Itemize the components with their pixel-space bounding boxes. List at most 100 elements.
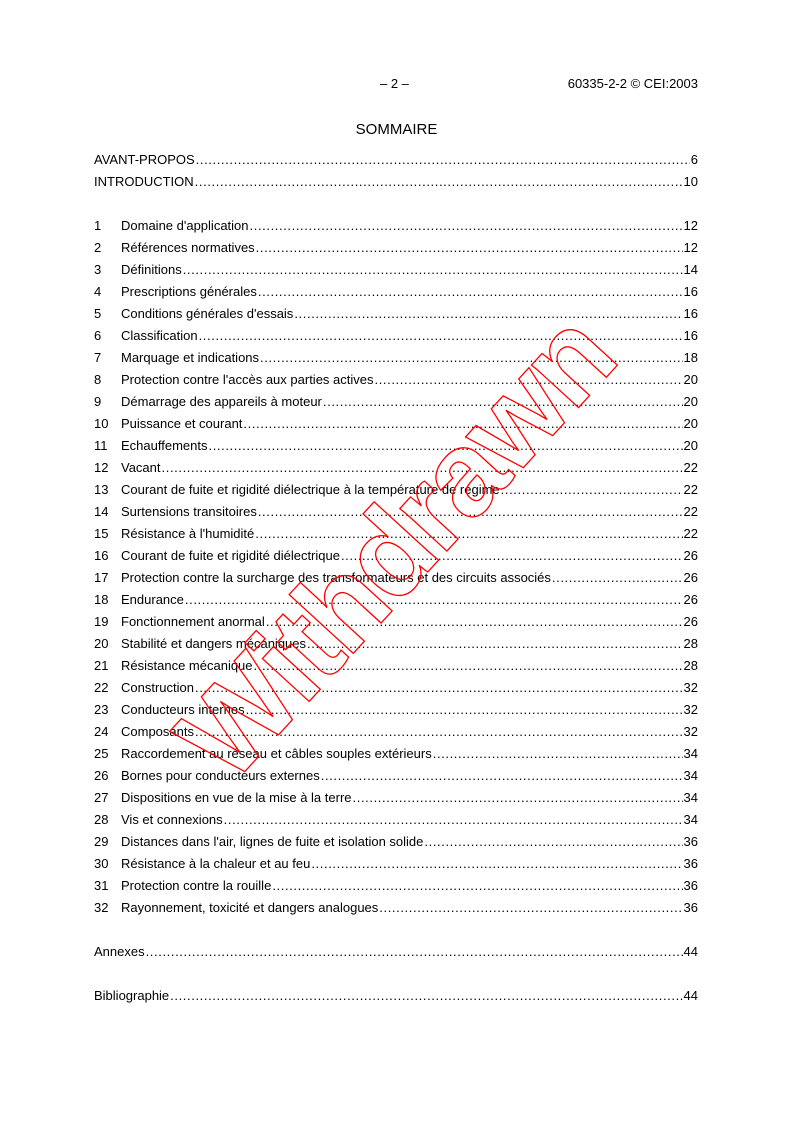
- dot-leader: [260, 350, 683, 365]
- toc-entry[interactable]: 3 Définitions 14: [94, 262, 698, 278]
- toc-entry[interactable]: 22 Construction 32: [94, 680, 698, 696]
- page-ref: 20: [683, 372, 698, 387]
- toc-entry[interactable]: 13 Courant de fuite et rigidité diélectri…: [94, 482, 698, 498]
- page-number: – 2 –: [380, 76, 409, 91]
- section-number: 5: [94, 306, 102, 321]
- entry-title: Marquage et indications: [121, 350, 260, 365]
- toc-entry[interactable]: 2 Références normatives 12: [94, 240, 698, 256]
- page-ref: 26: [683, 592, 698, 607]
- section-number: 10: [94, 416, 109, 431]
- dot-leader: [353, 790, 683, 805]
- dot-leader: [195, 174, 683, 189]
- page-ref: 28: [683, 636, 698, 651]
- section-number: 2: [94, 240, 102, 255]
- page-ref: 18: [683, 350, 698, 365]
- entry-title: Conducteurs internes: [121, 702, 245, 717]
- toc-entry[interactable]: 21 Résistance mécanique 28: [94, 658, 698, 674]
- toc-entry[interactable]: 18 Endurance 26: [94, 592, 698, 608]
- toc-entry[interactable]: 24 Composants 32: [94, 724, 698, 740]
- toc-entry[interactable]: 11 Echauffements 20: [94, 438, 698, 454]
- page-ref: 34: [683, 812, 698, 827]
- toc-entry[interactable]: 23 Conducteurs internes 32: [94, 702, 698, 718]
- toc-entry[interactable]: Annexes 44: [94, 944, 698, 960]
- page-ref: 22: [683, 504, 698, 519]
- section-number: 31: [94, 878, 109, 893]
- toc-entry[interactable]: 17 Protection contre la surcharge des tra…: [94, 570, 698, 586]
- dot-leader: [311, 856, 682, 871]
- toc-entry[interactable]: 6 Classification 16: [94, 328, 698, 344]
- entry-title: Rayonnement, toxicité et dangers analogu…: [121, 900, 379, 915]
- toc-entry[interactable]: 15 Résistance à l'humidité 22: [94, 526, 698, 542]
- toc-entry[interactable]: AVANT-PROPOS 6: [94, 152, 698, 168]
- dot-leader: [195, 680, 683, 695]
- page-ref: 28: [683, 658, 698, 673]
- toc-entry[interactable]: 30 Résistance à la chaleur et au feu 36: [94, 856, 698, 872]
- dot-leader: [256, 240, 683, 255]
- section-number: 18: [94, 592, 109, 607]
- dot-leader: [250, 218, 683, 233]
- section-number: 26: [94, 768, 109, 783]
- entry-title: Courant de fuite et rigidité diélectriqu…: [121, 548, 340, 563]
- toc-entry[interactable]: 5 Conditions générales d'essais 16: [94, 306, 698, 322]
- dot-leader: [258, 284, 683, 299]
- toc-entry[interactable]: 4 Prescriptions générales 16: [94, 284, 698, 300]
- toc-entry[interactable]: 25 Raccordement au réseau et câbles soupl…: [94, 746, 698, 762]
- toc-entry[interactable]: 14 Surtensions transitoires 22: [94, 504, 698, 520]
- entry-title: Raccordement au réseau et câbles souples…: [121, 746, 432, 761]
- page-ref: 44: [683, 944, 698, 959]
- toc-entry[interactable]: 9 Démarrage des appareils à moteur 20: [94, 394, 698, 410]
- dot-leader: [323, 394, 683, 409]
- section-number: 12: [94, 460, 109, 475]
- toc-entry[interactable]: 1 Domaine d'application 12: [94, 218, 698, 234]
- page-ref: 12: [683, 218, 698, 233]
- toc-entry[interactable]: Bibliographie 44: [94, 988, 698, 1004]
- toc-entry[interactable]: 26 Bornes pour conducteurs externes 34: [94, 768, 698, 784]
- page-ref: 14: [683, 262, 698, 277]
- page-ref: 10: [683, 174, 698, 189]
- section-number: 3: [94, 262, 102, 277]
- dot-leader: [307, 636, 683, 651]
- dot-leader: [341, 548, 683, 563]
- dot-leader: [162, 460, 683, 475]
- entry-title: Construction: [121, 680, 194, 695]
- toc-entry[interactable]: 29 Distances dans l'air, lignes de fuite …: [94, 834, 698, 850]
- entry-title: AVANT-PROPOS: [94, 152, 195, 167]
- dot-leader: [255, 526, 682, 541]
- toc-entry[interactable]: 19 Fonctionnement anormal 26: [94, 614, 698, 630]
- section-number: 24: [94, 724, 109, 739]
- toc-entry[interactable]: 16 Courant de fuite et rigidité diélectri…: [94, 548, 698, 564]
- page-ref: 22: [683, 460, 698, 475]
- page-ref: 12: [683, 240, 698, 255]
- dot-leader: [183, 262, 683, 277]
- dot-leader: [433, 746, 683, 761]
- toc-entry[interactable]: 31 Protection contre la rouille 36: [94, 878, 698, 894]
- dot-leader: [552, 570, 683, 585]
- dot-leader: [246, 702, 683, 717]
- page-ref: 26: [683, 570, 698, 585]
- toc-entry[interactable]: 10 Puissance et courant 20: [94, 416, 698, 432]
- entry-title: Dispositions en vue de la mise à la terr…: [121, 790, 352, 805]
- section-number: 14: [94, 504, 109, 519]
- page-ref: 32: [683, 724, 698, 739]
- entry-title: Annexes: [94, 944, 145, 959]
- toc-entry[interactable]: 7 Marquage et indications 18: [94, 350, 698, 366]
- section-number: 28: [94, 812, 109, 827]
- section-number: 19: [94, 614, 109, 629]
- entry-title: Protection contre la rouille: [121, 878, 272, 893]
- page-ref: 34: [683, 790, 698, 805]
- toc-entry[interactable]: 32 Rayonnement, toxicité et dangers analo…: [94, 900, 698, 916]
- toc-entry[interactable]: 28 Vis et connexions 34: [94, 812, 698, 828]
- page-ref: 36: [683, 856, 698, 871]
- dot-leader: [266, 614, 683, 629]
- toc-entry[interactable]: 12 Vacant 22: [94, 460, 698, 476]
- dot-leader: [272, 878, 682, 893]
- toc-entry[interactable]: 20 Stabilité et dangers mécaniques 28: [94, 636, 698, 652]
- entry-title: Fonctionnement anormal: [121, 614, 265, 629]
- entry-title: Echauffements: [121, 438, 208, 453]
- toc-entry[interactable]: 8 Protection contre l'accès aux parties a…: [94, 372, 698, 388]
- page-ref: 36: [683, 834, 698, 849]
- toc-entry[interactable]: 27 Dispositions en vue de la mise à la te…: [94, 790, 698, 806]
- toc-entry[interactable]: INTRODUCTION 10: [94, 174, 698, 190]
- dot-leader: [321, 768, 683, 783]
- dot-leader: [258, 504, 683, 519]
